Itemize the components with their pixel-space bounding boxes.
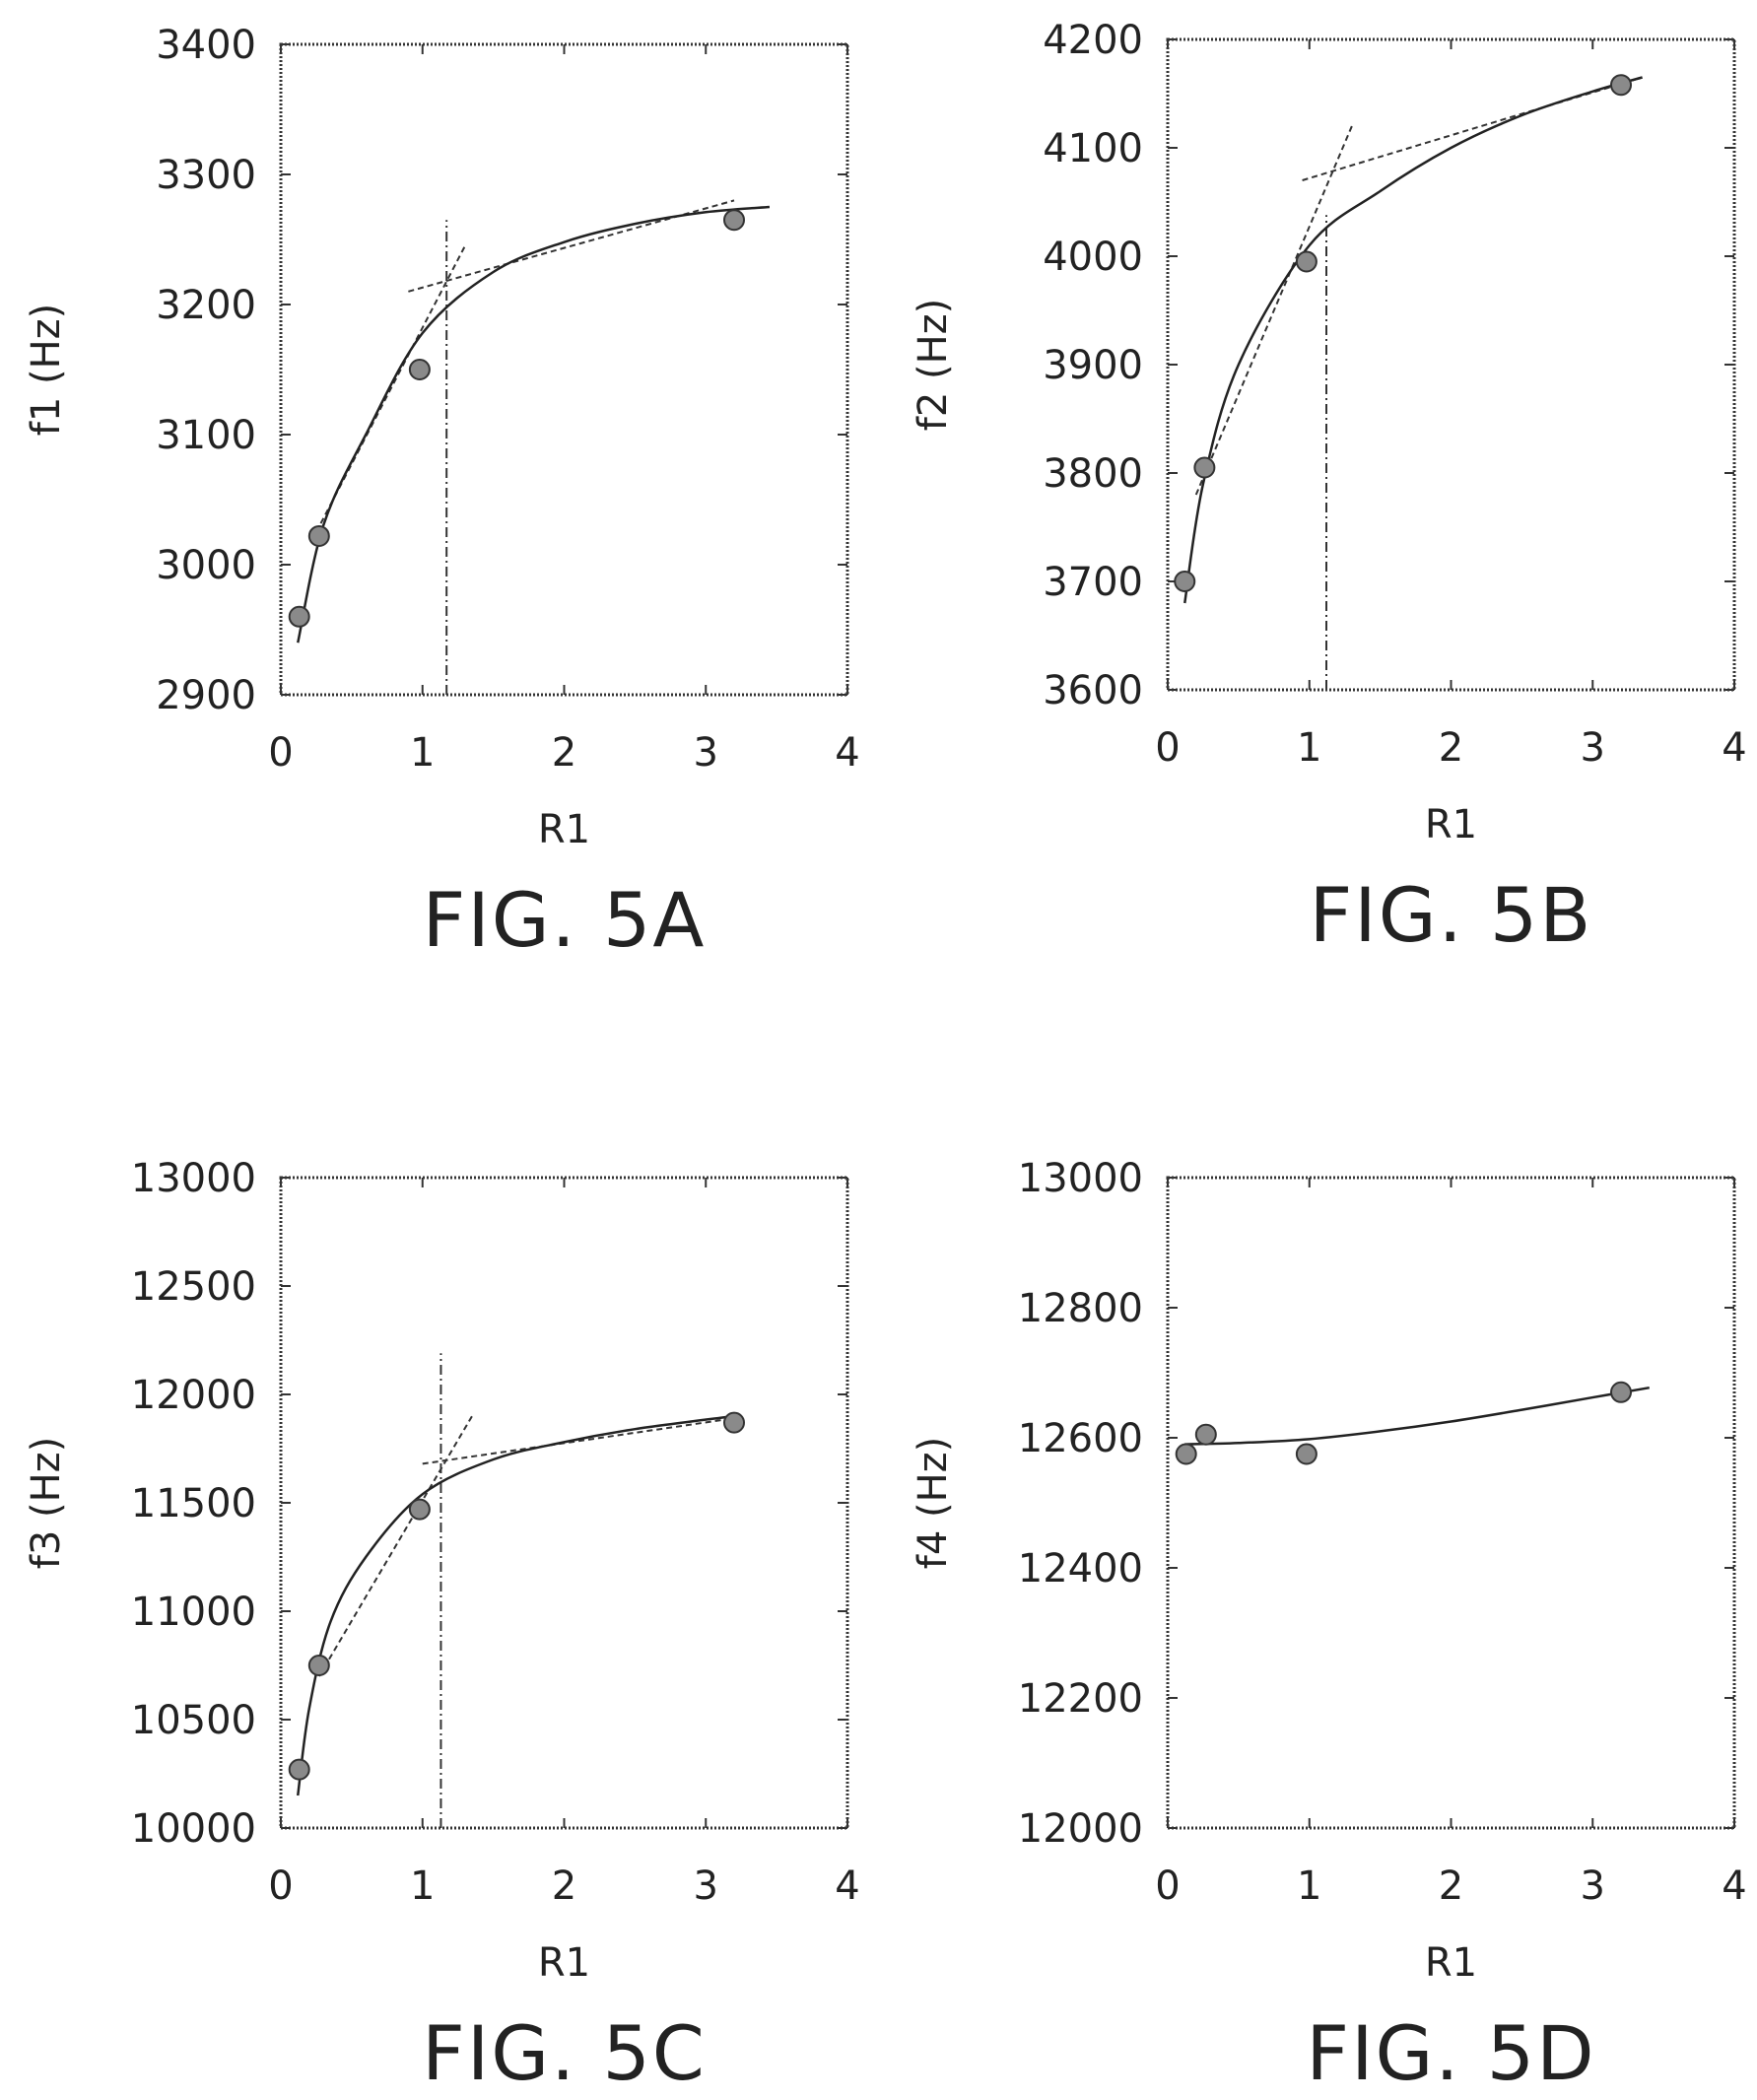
data-point (1610, 74, 1632, 97)
fig-5c-chart: 0 1 2 3 4 10000 10500 11000 11500 12000 12500 13000… (24, 1156, 860, 2097)
figure-label: FIG. 5C (422, 2009, 707, 2097)
fig-5b-chart: 0 1 2 3 4 3600 3700 3800 3900 4000 4100 4200 R1 f2 (H… (911, 18, 1747, 959)
y-tick-label: 13000 (1018, 1156, 1143, 1201)
y-tick-label: 3400 (156, 23, 256, 68)
y-tick-label: 3300 (156, 153, 256, 198)
y-tick-label: 13000 (131, 1156, 256, 1201)
y-axis-label: f2 (Hz) (911, 299, 956, 432)
x-tick-label: 3 (694, 1863, 718, 1909)
y-tick-label: 12600 (1018, 1416, 1143, 1461)
x-tick-label: 4 (835, 730, 859, 776)
y-tick-label: 12800 (1018, 1286, 1143, 1331)
y-tick-label: 3000 (156, 543, 256, 588)
y-tick-label: 3100 (156, 413, 256, 458)
y-tick-label: 3800 (1043, 451, 1143, 497)
x-axis-label: R1 (1425, 1940, 1477, 1986)
y-tick-label: 3200 (156, 283, 256, 328)
y-axis-label: f1 (Hz) (24, 304, 69, 437)
x-tick-label: 1 (1297, 1863, 1321, 1909)
data-point (1194, 1423, 1217, 1446)
fit-curve (1184, 1386, 1650, 1446)
data-point (288, 1758, 310, 1781)
y-tick-label: 12000 (1018, 1806, 1143, 1852)
data-point (408, 359, 431, 380)
y-tick-label: 2900 (156, 673, 256, 718)
asymptote-line (317, 1415, 473, 1677)
x-tick-label: 0 (268, 1863, 293, 1909)
data-point (307, 1655, 330, 1676)
plot-frame (279, 1176, 849, 1830)
data-point (723, 1411, 745, 1434)
data-point (1295, 250, 1318, 273)
x-axis-label: R1 (538, 1940, 590, 1986)
figure-label: FIG. 5B (1310, 871, 1593, 959)
x-tick-label: 0 (1155, 1863, 1180, 1909)
y-tick-label: 11000 (131, 1590, 256, 1635)
y-tick-label: 3600 (1043, 668, 1143, 713)
y-tick-label: 4200 (1043, 18, 1143, 63)
y-tick-label: 11500 (131, 1481, 256, 1526)
plot-frame (1166, 37, 1736, 692)
fit-curve (1183, 76, 1643, 604)
x-tick-label: 1 (410, 730, 435, 776)
x-tick-label: 3 (1581, 1863, 1605, 1909)
x-tick-label: 1 (410, 1863, 435, 1909)
x-tick-label: 0 (1155, 725, 1180, 771)
plot-frame (279, 42, 849, 697)
x-tick-label: 2 (1439, 1863, 1463, 1909)
fit-curve (297, 205, 771, 644)
plot-frame (1166, 1176, 1736, 1830)
x-tick-label: 3 (694, 730, 718, 776)
y-tick-label: 10500 (131, 1698, 256, 1743)
x-tick-label: 2 (552, 1863, 576, 1909)
y-tick-label: 12400 (1018, 1546, 1143, 1592)
y-axis-label: f4 (Hz) (911, 1437, 956, 1570)
y-tick-label: 3700 (1043, 560, 1143, 605)
x-tick-label: 4 (1722, 1863, 1746, 1909)
y-tick-label: 12000 (131, 1373, 256, 1418)
data-point (1610, 1381, 1632, 1403)
data-point (723, 209, 745, 232)
x-tick-label: 1 (1297, 725, 1321, 771)
y-tick-label: 3900 (1043, 343, 1143, 388)
data-point (1295, 1443, 1318, 1465)
x-axis-label: R1 (1425, 802, 1477, 847)
data-point (1174, 571, 1196, 592)
asymptote-line (1194, 125, 1353, 496)
data-point (1193, 456, 1216, 479)
data-point (1175, 1443, 1197, 1465)
y-tick-label: 12500 (131, 1264, 256, 1310)
x-tick-label: 2 (1439, 725, 1463, 771)
figure-label: FIG. 5D (1306, 2009, 1595, 2097)
y-tick-label: 10000 (131, 1806, 256, 1852)
y-tick-label: 12200 (1018, 1676, 1143, 1722)
asymptote-line (422, 1417, 735, 1465)
data-point (307, 524, 330, 547)
x-tick-label: 3 (1581, 725, 1605, 771)
x-tick-label: 2 (552, 730, 576, 776)
x-tick-label: 4 (835, 1863, 859, 1909)
x-tick-label: 4 (1722, 725, 1746, 771)
fit-curve (297, 1414, 735, 1796)
fig-5a-chart: 0 1 2 3 4 2900 3000 3100 3200 3300 3400 R1 f1 (Hz) FI… (24, 23, 860, 964)
asymptote-line (408, 199, 735, 293)
data-point (408, 1498, 431, 1521)
y-tick-label: 4100 (1043, 126, 1143, 171)
x-axis-label: R1 (538, 807, 590, 852)
fig-5d-chart: 0 1 2 3 4 12000 12200 12400 12600 12800 13000 R1 f4 … (911, 1156, 1747, 2097)
data-point (288, 605, 310, 628)
figure-label: FIG. 5A (423, 876, 707, 964)
y-tick-label: 4000 (1043, 235, 1143, 280)
y-axis-label: f3 (Hz) (24, 1437, 69, 1570)
x-tick-label: 0 (268, 730, 293, 776)
